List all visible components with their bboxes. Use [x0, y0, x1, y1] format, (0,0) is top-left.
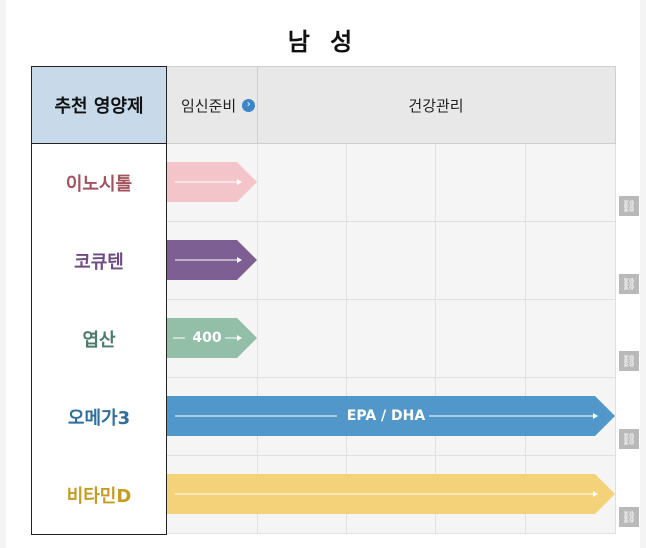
header-phases: 임신준비 › 건강관리	[167, 66, 616, 144]
header-supplement-label: 추천 영양제	[31, 66, 167, 144]
table-row: 엽산 400	[31, 300, 616, 379]
duration-arrow-vitamin-d	[167, 474, 615, 514]
supplement-label-coq10: 코큐텐	[31, 222, 167, 301]
timeline-grid	[167, 222, 616, 300]
duration-arrow-inositol	[167, 162, 257, 202]
duration-arrow-omega3: EPA / DHA	[167, 396, 615, 436]
timeline-grid	[167, 456, 616, 534]
duration-arrow-coq10	[167, 240, 257, 280]
phase-health-care: 건강관리	[257, 67, 615, 143]
table-row: 코큐텐	[31, 222, 616, 301]
supplement-label-vitamin-d: 비타민D	[31, 456, 167, 535]
grid-line	[257, 222, 258, 299]
supplement-label-omega3: 오메가3	[31, 378, 167, 457]
page-title: 남 성	[287, 28, 359, 56]
grid-line	[435, 300, 436, 377]
grid-line	[435, 144, 436, 221]
supplement-table: 추천 영양제 임신준비 › 건강관리 이노시톨	[31, 66, 616, 535]
table-row: 오메가3 EPA / DHA	[31, 378, 616, 457]
link-icon[interactable]: ⛓	[619, 429, 639, 449]
supplement-label-inositol: 이노시톨	[31, 144, 167, 223]
link-icon[interactable]: ⛓	[619, 351, 639, 371]
grid-line	[525, 300, 526, 377]
grid-line	[525, 144, 526, 221]
grid-line	[525, 222, 526, 299]
grid-line	[346, 222, 347, 299]
table-row: 비타민D	[31, 456, 616, 535]
grid-line	[435, 222, 436, 299]
link-icon[interactable]: ⛓	[619, 196, 639, 216]
grid-line	[346, 300, 347, 377]
circle-arrow-icon[interactable]: ›	[242, 98, 256, 112]
grid-line	[346, 144, 347, 221]
phase-pregnancy-prep: 임신준비 ›	[181, 67, 256, 143]
grid-line	[257, 144, 258, 221]
grid-line	[257, 300, 258, 377]
timeline-grid: 400	[167, 300, 616, 378]
link-icon[interactable]: ⛓	[619, 274, 639, 294]
omega3-type: EPA / DHA	[346, 408, 426, 424]
link-icon[interactable]: ⛓	[619, 507, 639, 527]
timeline-grid	[167, 144, 616, 222]
header-divider	[257, 67, 258, 143]
supplement-label-folic-acid: 엽산	[31, 300, 167, 379]
phase-health-care-label: 건강관리	[408, 96, 464, 115]
duration-arrow-folic-acid: 400	[167, 318, 257, 358]
phase-pregnancy-prep-label: 임신준비	[181, 96, 237, 115]
timeline-grid: EPA / DHA	[167, 378, 616, 456]
table-row: 이노시톨	[31, 144, 616, 223]
folic-acid-dose: 400	[192, 330, 222, 346]
